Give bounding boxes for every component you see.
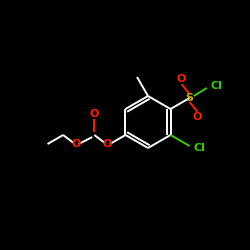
Text: O: O [177, 74, 186, 84]
Text: S: S [186, 93, 194, 103]
Text: Cl: Cl [211, 81, 223, 91]
Text: O: O [193, 112, 202, 122]
Text: Cl: Cl [194, 143, 205, 153]
Text: O: O [71, 139, 81, 149]
Text: O: O [102, 139, 112, 149]
Text: O: O [90, 109, 99, 119]
